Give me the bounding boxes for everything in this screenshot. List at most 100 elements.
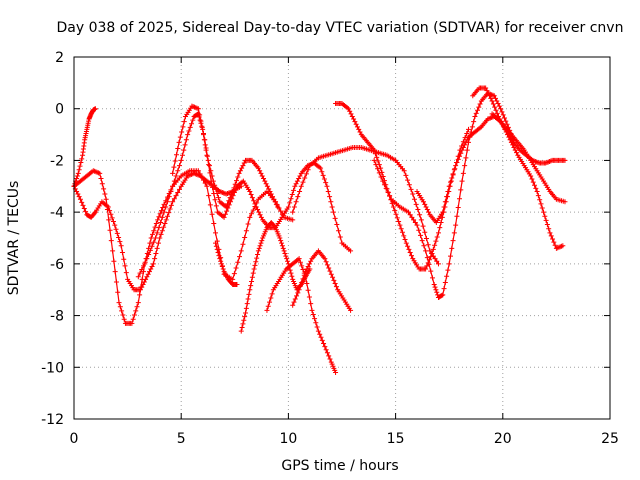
data-point — [301, 272, 307, 278]
data-point — [139, 276, 145, 282]
data-point — [406, 182, 412, 188]
data-point — [259, 238, 265, 244]
data-point — [455, 204, 461, 210]
data-point — [471, 119, 477, 125]
data-point — [199, 174, 205, 180]
data-point — [313, 320, 319, 326]
data-point — [415, 207, 421, 213]
data-point — [250, 207, 256, 213]
data-point — [251, 266, 257, 272]
data-point — [104, 207, 110, 213]
data-point — [255, 248, 261, 254]
data-point — [330, 274, 336, 280]
data-point — [252, 262, 258, 268]
data-point — [548, 233, 554, 239]
data-point — [159, 228, 165, 234]
data-point — [78, 159, 84, 165]
data-point — [543, 217, 549, 223]
data-point — [215, 249, 221, 255]
data-point — [305, 167, 311, 173]
data-point — [421, 243, 427, 249]
data-point — [332, 215, 338, 221]
data-point — [300, 276, 306, 282]
data-point — [263, 181, 269, 187]
data-point — [326, 265, 332, 271]
data-point — [231, 189, 237, 195]
data-point — [433, 287, 439, 293]
data-point — [152, 235, 158, 241]
data-point — [248, 192, 254, 198]
data-point — [116, 234, 122, 240]
data-point — [417, 212, 423, 218]
data-point — [254, 255, 260, 261]
data-point — [188, 121, 194, 127]
data-point — [211, 221, 217, 227]
data-point — [317, 331, 323, 337]
data-point — [140, 263, 146, 269]
data-point — [302, 175, 308, 181]
y-tick-label: -2 — [50, 153, 64, 169]
data-point — [102, 191, 108, 197]
data-point — [278, 208, 284, 214]
data-point — [282, 251, 288, 257]
data-point — [275, 204, 281, 210]
data-point — [551, 239, 557, 245]
data-point — [80, 202, 86, 208]
data-point — [396, 218, 402, 224]
data-point — [418, 217, 424, 223]
data-point — [142, 259, 148, 265]
data-point — [210, 184, 216, 190]
series-sat-j — [290, 145, 441, 267]
data-point — [441, 204, 447, 210]
data-point — [462, 142, 468, 148]
data-point — [243, 228, 249, 234]
data-point — [314, 324, 320, 330]
data-point — [107, 227, 113, 233]
data-point — [154, 230, 160, 236]
data-point — [161, 224, 167, 230]
data-point — [272, 224, 278, 230]
data-point — [325, 188, 331, 194]
data-point — [214, 246, 220, 252]
data-point — [349, 113, 355, 119]
data-point — [438, 219, 444, 225]
data-point — [233, 265, 239, 271]
data-point — [375, 158, 381, 164]
data-point — [216, 195, 222, 201]
data-point — [76, 167, 82, 173]
data-point — [116, 300, 122, 306]
data-point — [296, 287, 302, 293]
data-point — [288, 270, 294, 276]
data-point — [381, 182, 387, 188]
data-point — [299, 263, 305, 269]
data-point — [499, 109, 505, 115]
data-point — [453, 163, 459, 169]
data-point — [180, 124, 186, 130]
y-tick-label: -10 — [41, 360, 64, 376]
data-point — [473, 110, 479, 116]
series-trace — [172, 105, 351, 252]
data-point — [114, 230, 120, 236]
data-point — [154, 245, 160, 251]
data-point — [258, 214, 264, 220]
data-point — [195, 168, 201, 174]
data-point — [170, 170, 176, 176]
data-point — [168, 202, 174, 208]
data-point — [164, 213, 170, 219]
data-point — [347, 108, 353, 114]
data-point — [493, 107, 499, 113]
data-point — [297, 173, 303, 179]
y-tick-label: 0 — [55, 102, 64, 118]
x-tick-label: 20 — [494, 431, 512, 447]
data-point — [299, 279, 305, 285]
data-point — [176, 139, 182, 145]
plot-frame — [73, 56, 611, 420]
data-point — [281, 248, 287, 254]
series-sat-k — [333, 101, 471, 272]
data-point — [284, 256, 290, 262]
data-point — [240, 163, 246, 169]
data-point — [166, 210, 172, 216]
data-point — [541, 209, 547, 215]
data-point — [305, 263, 311, 269]
data-point — [255, 207, 261, 213]
